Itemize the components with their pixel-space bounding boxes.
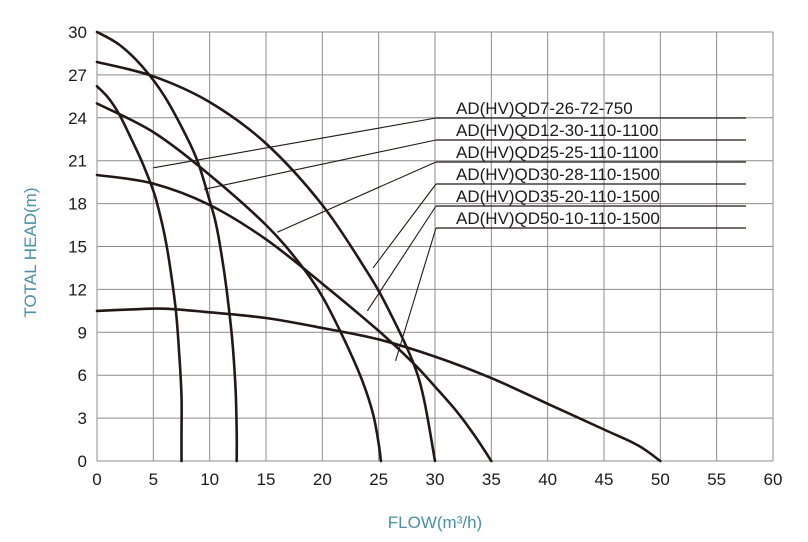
series-curves	[95, 30, 662, 463]
y-tick-label: 27	[68, 66, 87, 85]
x-tick-label: 60	[764, 470, 783, 489]
series-curve	[95, 307, 662, 463]
series-curve	[95, 60, 437, 463]
legend-label: AD(HV)QD12-30-110-1100	[456, 121, 659, 140]
legend-leader-line	[372, 183, 437, 269]
series-curve	[95, 102, 383, 463]
legend: AD(HV)QD7-26-72-750 AD(HV)QD12-30-110-110…	[436, 99, 746, 229]
y-axis-title: TOTAL HEAD(m)	[21, 187, 40, 317]
legend-label: AD(HV)QD50-10-110-1500	[456, 209, 660, 228]
series-curve	[95, 30, 239, 463]
y-tick-label: 6	[78, 366, 87, 385]
x-tick-labels: 0 5 10 15 20 25 30 35 40 45 50 55 60	[92, 470, 782, 489]
y-tick-label: 9	[78, 323, 87, 342]
x-tick-label: 5	[149, 470, 158, 489]
series-curve	[95, 173, 493, 463]
legend-label: AD(HV)QD30-28-110-1500	[456, 165, 660, 184]
x-tick-label: 50	[651, 470, 670, 489]
x-tick-label: 25	[369, 470, 388, 489]
legend-leader-line	[395, 227, 437, 362]
y-tick-label: 21	[68, 152, 87, 171]
legend-leader-line	[203, 139, 437, 190]
x-tick-label: 40	[538, 470, 557, 489]
x-tick-label: 10	[200, 470, 219, 489]
y-tick-label: 18	[68, 195, 87, 214]
x-tick-label: 30	[426, 470, 445, 489]
y-tick-label: 12	[68, 280, 87, 299]
legend-label: AD(HV)QD25-25-110-1100	[456, 143, 659, 162]
y-tick-label: 30	[68, 23, 87, 42]
legend-label: AD(HV)QD35-20-110-1500	[456, 187, 660, 206]
x-tick-label: 0	[92, 470, 101, 489]
y-tick-label: 0	[78, 452, 87, 471]
x-tick-label: 55	[707, 470, 726, 489]
x-axis-title: FLOW(m³/h)	[388, 513, 482, 532]
y-tick-label: 15	[68, 238, 87, 257]
legend-leader-line	[277, 161, 437, 233]
y-tick-labels: 0 3 6 9 12 15 18 21 24 27 30	[68, 23, 87, 471]
legend-leader-line	[153, 117, 437, 169]
y-tick-label: 24	[68, 109, 87, 128]
x-tick-label: 45	[595, 470, 614, 489]
x-tick-label: 35	[482, 470, 501, 489]
x-tick-label: 15	[257, 470, 276, 489]
x-tick-label: 20	[313, 470, 332, 489]
legend-leader-lines	[153, 117, 437, 362]
legend-leader-line	[366, 205, 437, 312]
series-curve	[95, 85, 183, 463]
y-tick-label: 3	[78, 409, 87, 428]
legend-label: AD(HV)QD7-26-72-750	[456, 99, 633, 118]
